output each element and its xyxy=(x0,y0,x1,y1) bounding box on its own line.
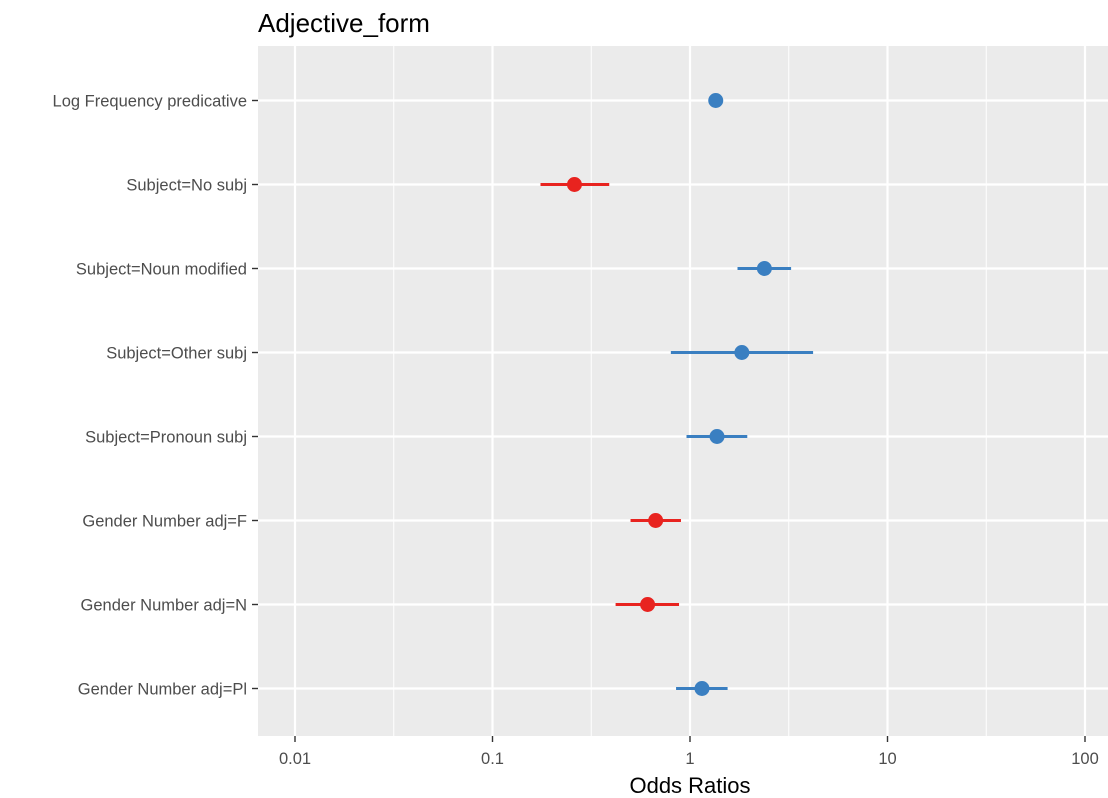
estimate-point xyxy=(566,177,582,192)
y-tick-label: Subject=No subj xyxy=(126,177,247,195)
x-tick-label: 100 xyxy=(1071,750,1099,768)
x-axis-title: Odds Ratios xyxy=(629,773,750,798)
chart-title: Adjective_form xyxy=(258,8,430,38)
estimate-marks xyxy=(540,93,814,696)
y-tick-label: Subject=Pronoun subj xyxy=(85,429,247,447)
plot-panel xyxy=(258,46,1108,736)
y-tick-label: Gender Number adj=N xyxy=(81,597,247,615)
estimate-point xyxy=(709,429,725,444)
y-tick-label: Subject=Noun modified xyxy=(76,261,247,279)
y-tick-label: Subject=Other subj xyxy=(106,345,247,363)
x-tick-label: 1 xyxy=(685,750,694,768)
estimate-point xyxy=(640,597,656,612)
y-tick-label: Gender Number adj=F xyxy=(82,513,247,531)
x-axis: 0.01 0.1 1 10 100 xyxy=(279,736,1099,768)
estimate-point xyxy=(734,345,750,360)
x-tick-label: 0.01 xyxy=(279,750,311,768)
x-tick-label: 10 xyxy=(878,750,896,768)
x-tick-label: 0.1 xyxy=(481,750,504,768)
y-tick-label: Gender Number adj=Pl xyxy=(78,681,247,699)
estimate-point xyxy=(648,513,664,528)
y-axis: Log Frequency predicative Subject=No subj… xyxy=(53,93,258,699)
estimate-point xyxy=(694,681,710,696)
estimate-point xyxy=(756,261,772,276)
estimate-point xyxy=(708,93,724,108)
y-tick-label: Log Frequency predicative xyxy=(53,93,247,111)
